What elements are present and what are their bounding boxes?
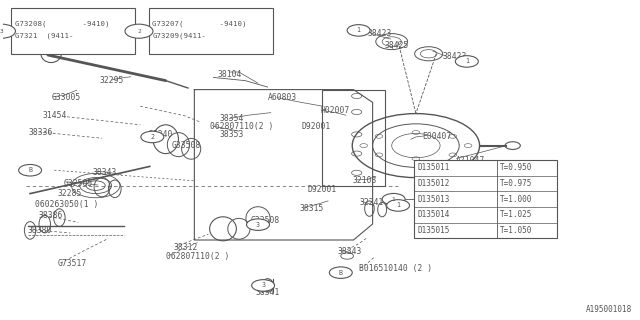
- Text: D92001: D92001: [308, 185, 337, 194]
- Circle shape: [125, 24, 153, 38]
- Text: 38421: 38421: [414, 183, 438, 192]
- Text: 3: 3: [256, 222, 260, 228]
- Text: 38343: 38343: [93, 168, 117, 177]
- Text: 38336: 38336: [29, 128, 53, 137]
- Circle shape: [330, 267, 352, 278]
- Text: G32505: G32505: [64, 179, 93, 188]
- Text: 38386: 38386: [38, 211, 63, 220]
- Text: 1: 1: [465, 59, 469, 64]
- Text: G73207(        -9410): G73207( -9410): [152, 21, 247, 27]
- Text: G7321  (9411-: G7321 (9411-: [15, 33, 74, 39]
- Text: A60803: A60803: [268, 93, 297, 102]
- Text: D92001: D92001: [301, 122, 330, 131]
- Text: 32103: 32103: [352, 176, 376, 185]
- Text: 38423: 38423: [443, 52, 467, 61]
- Text: G73208(        -9410): G73208( -9410): [15, 21, 109, 27]
- Text: D135013: D135013: [417, 195, 449, 204]
- Text: G73517: G73517: [58, 260, 87, 268]
- Text: 38353: 38353: [220, 130, 244, 139]
- Text: 3: 3: [261, 283, 265, 288]
- Text: 32241: 32241: [360, 198, 384, 207]
- Text: B: B: [28, 167, 32, 173]
- Text: H02007: H02007: [321, 106, 349, 115]
- Bar: [414, 160, 557, 238]
- Text: T=1.000: T=1.000: [500, 195, 532, 204]
- Bar: [11, 8, 135, 54]
- Text: 3: 3: [0, 29, 3, 34]
- Text: G73209(9411-: G73209(9411-: [152, 33, 206, 39]
- Text: 38423: 38423: [367, 29, 392, 38]
- Text: 38425: 38425: [384, 41, 408, 50]
- Text: B016510140 (2 ): B016510140 (2 ): [358, 264, 432, 273]
- Text: 1: 1: [392, 197, 396, 202]
- Text: 38104: 38104: [217, 70, 241, 79]
- Text: D135015: D135015: [417, 226, 449, 235]
- Text: 38380: 38380: [28, 226, 52, 235]
- Text: T=0.950: T=0.950: [500, 163, 532, 172]
- Text: 38340: 38340: [148, 130, 173, 139]
- Text: 32285: 32285: [58, 189, 82, 198]
- Text: G33508: G33508: [250, 216, 280, 225]
- Text: 062807110(2 ): 062807110(2 ): [166, 252, 229, 260]
- Text: D135012: D135012: [417, 179, 449, 188]
- Circle shape: [387, 200, 410, 211]
- Text: 2: 2: [150, 134, 154, 140]
- Text: G33005: G33005: [52, 93, 81, 102]
- Text: D135014: D135014: [417, 210, 449, 220]
- Bar: [148, 8, 273, 54]
- Text: 2: 2: [137, 29, 141, 34]
- Text: E00407: E00407: [422, 132, 452, 141]
- Circle shape: [347, 25, 370, 36]
- Text: 060263050(1 ): 060263050(1 ): [35, 200, 99, 209]
- Text: 31454: 31454: [43, 111, 67, 120]
- Text: A195001018: A195001018: [586, 305, 632, 314]
- Circle shape: [19, 164, 42, 176]
- Text: 38354: 38354: [220, 114, 244, 123]
- Text: 38315: 38315: [300, 204, 324, 213]
- Text: T=1.050: T=1.050: [500, 226, 532, 235]
- Bar: [322, 90, 385, 186]
- Circle shape: [246, 219, 269, 230]
- Text: 1: 1: [396, 203, 400, 208]
- Text: 32295: 32295: [99, 76, 124, 85]
- Text: 1: 1: [356, 28, 360, 33]
- Text: 38312: 38312: [174, 243, 198, 252]
- Circle shape: [141, 131, 164, 143]
- Text: A21047: A21047: [456, 156, 484, 164]
- Text: 062807110(2 ): 062807110(2 ): [211, 122, 274, 131]
- Circle shape: [252, 280, 275, 291]
- Circle shape: [0, 24, 15, 38]
- Text: 38343: 38343: [337, 247, 362, 256]
- Text: D135011: D135011: [417, 163, 449, 172]
- Text: T=0.975: T=0.975: [500, 179, 532, 188]
- Text: B: B: [339, 270, 343, 276]
- Text: 38341: 38341: [255, 288, 280, 297]
- Circle shape: [456, 56, 478, 67]
- Circle shape: [382, 193, 405, 205]
- Text: G33508: G33508: [172, 141, 201, 150]
- Text: T=1.025: T=1.025: [500, 210, 532, 220]
